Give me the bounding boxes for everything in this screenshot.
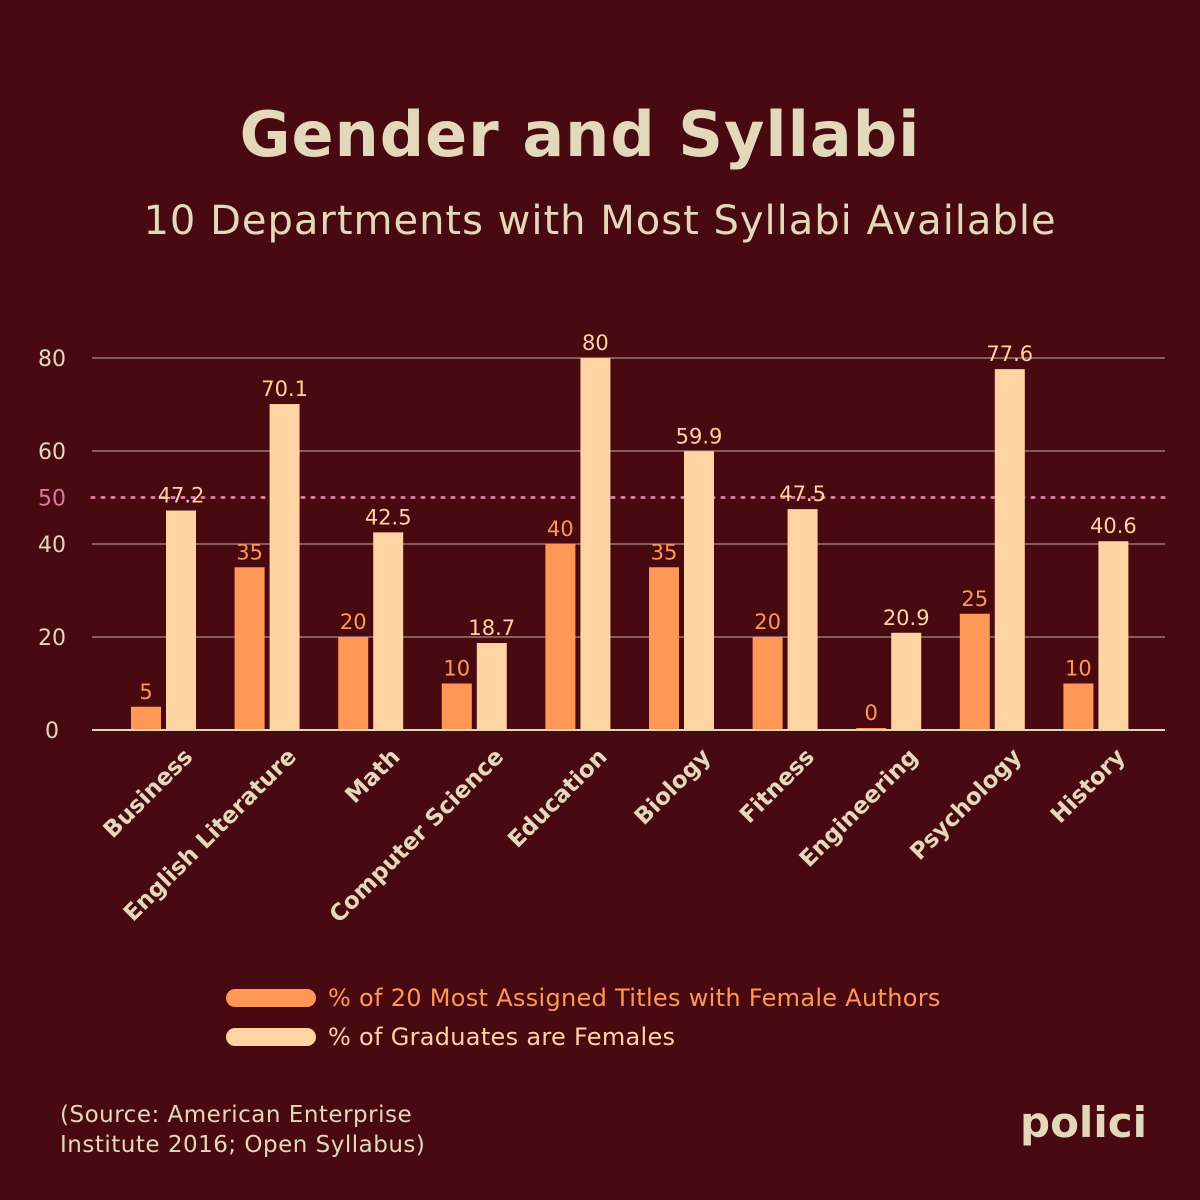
chart-subtitle: 10 Departments with Most Syllabi Availab… [143,198,1057,244]
data-label-series2: 47.5 [779,482,826,506]
bar-series2 [787,509,818,730]
bar-series1 [959,613,990,730]
bar-series2 [684,451,714,730]
source-note: (Source: American Enterprise Institute 2… [60,1102,426,1158]
x-tick-label: Math [341,744,406,809]
x-tick-label: Education [503,744,612,853]
data-label-series1: 35 [236,540,263,564]
x-tick-label: Computer Science [325,744,509,928]
y-tick-label: 60 [38,440,66,465]
data-label-series2: 80 [582,331,609,355]
data-label-series2: 18.7 [468,616,515,640]
y-tick-label: 20 [38,626,66,651]
data-label-series2: 42.5 [365,505,412,529]
bar-chart: 0 20 40 60 80 50 5 47.2 Business 35 70.1 English Li… [38,331,1167,928]
data-label-series1: 5 [139,680,152,704]
legend-label-series1: % of 20 Most Assigned Titles with Female… [328,983,941,1012]
x-tick-label: Biology [630,744,717,831]
legend: % of 20 Most Assigned Titles with Female… [226,978,941,1056]
bar-series2 [891,632,922,730]
bar-series1 [131,706,161,730]
bar-series2 [994,369,1025,730]
bar-series1 [1063,683,1094,730]
legend-swatch-series2 [226,1027,316,1046]
data-label-series1: 40 [547,517,574,541]
data-label-series1: 10 [1065,657,1092,681]
bar-series1 [545,544,576,730]
bar-series1 [338,637,369,730]
legend-item-series2: % of Graduates are Females [226,1017,941,1056]
chart-title: Gender and Syllabi [239,98,921,171]
bar-series2 [580,358,611,730]
bar-series2 [373,532,404,730]
bar-series1 [441,683,472,730]
x-tick-label: History [1046,744,1131,829]
data-label-series2: 20.9 [883,606,930,630]
data-label-series1: 20 [754,610,781,634]
x-tick-label: Psychology [905,744,1027,866]
bar-series2 [1098,541,1129,730]
data-label-series1: 35 [651,540,678,564]
data-label-series1: 20 [340,610,367,634]
y-tick-label: 40 [38,533,66,558]
data-label-series2: 47.2 [158,484,205,508]
bar-series2 [269,404,300,730]
data-label-series2: 70.1 [261,377,308,401]
data-label-series2: 59.9 [676,424,723,448]
bar-series2 [476,643,507,730]
bar-series1 [649,567,679,730]
brand-logo: polici [1020,1098,1148,1147]
bar-series1 [752,637,783,730]
bar-series1 [234,567,265,730]
legend-item-series1: % of 20 Most Assigned Titles with Female… [226,978,941,1017]
legend-label-series2: % of Graduates are Females [328,1022,676,1051]
bar-series2 [166,510,196,730]
data-label-series1: 25 [961,587,988,611]
data-label-series1: 10 [443,657,470,681]
data-label-series1: 0 [865,701,878,725]
x-tick-label: Business [99,744,199,844]
y-tick-label: 0 [45,719,59,744]
data-label-series2: 77.6 [986,342,1033,366]
reference-line-label: 50 [38,487,66,512]
x-tick-label: English Literature [119,744,302,927]
data-label-series2: 40.6 [1090,514,1137,538]
legend-swatch-series1 [226,988,316,1007]
y-tick-label: 80 [38,347,66,372]
x-tick-label: Fitness [735,744,820,829]
